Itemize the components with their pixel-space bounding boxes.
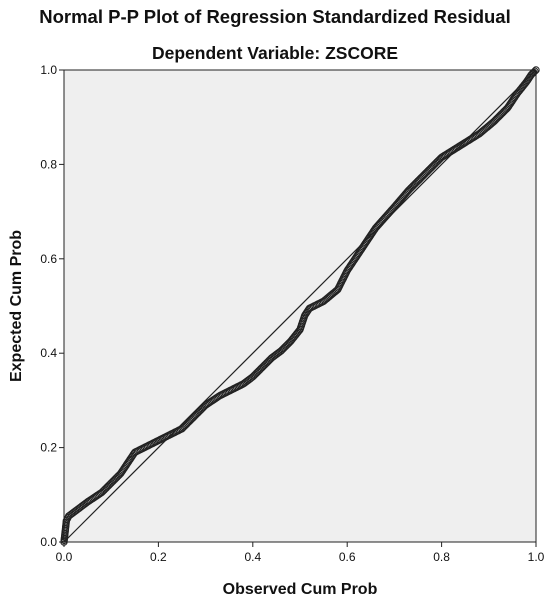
- x-tick-label: 1.0: [528, 550, 545, 564]
- y-tick-label: 0.8: [40, 157, 57, 171]
- x-tick-label: 0.0: [56, 550, 73, 564]
- x-tick-label: 0.8: [433, 550, 450, 564]
- y-tick-label: 0.0: [40, 535, 57, 549]
- data-point: [531, 67, 539, 75]
- x-axis-label: Observed Cum Prob: [223, 581, 378, 598]
- x-tick-label: 0.6: [339, 550, 356, 564]
- data-point: [532, 66, 540, 74]
- y-tick-label: 0.6: [40, 252, 57, 266]
- chart-subtitle: Dependent Variable: ZSCORE: [151, 43, 399, 63]
- y-axis-label: Expected Cum Prob: [8, 230, 25, 382]
- data-point: [332, 286, 341, 295]
- chart-title: Normal P-P Plot of Regression Standardiz…: [39, 6, 511, 27]
- y-tick-label: 0.4: [40, 346, 57, 360]
- x-tick-label: 0.4: [244, 550, 261, 564]
- y-tick-label: 0.2: [40, 441, 57, 455]
- data-point: [529, 68, 538, 77]
- y-tick-label: 1.0: [40, 63, 57, 77]
- x-tick-label: 0.2: [150, 550, 167, 564]
